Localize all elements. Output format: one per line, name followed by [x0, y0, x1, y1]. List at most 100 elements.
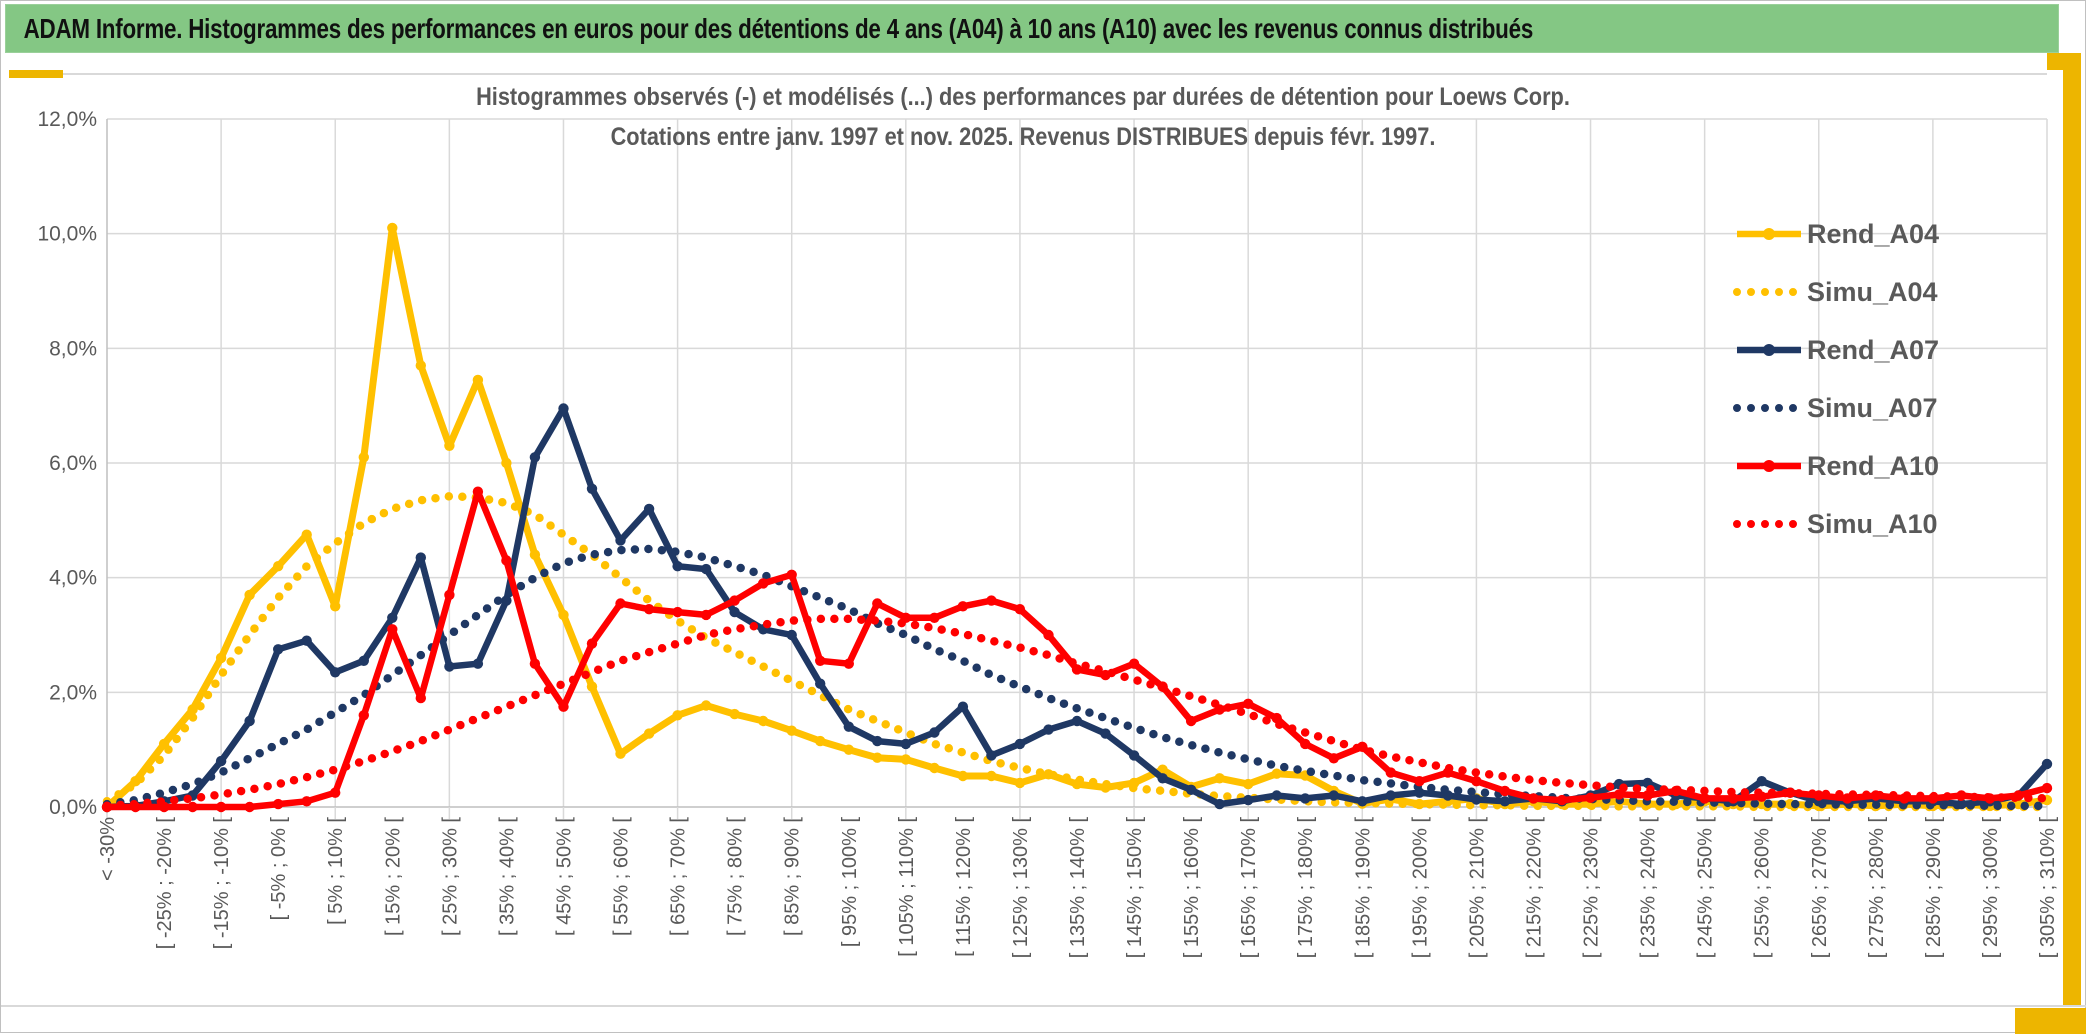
legend-item-Simu_A10[interactable]: Simu_A10	[1733, 509, 1938, 539]
data-point-marker	[1414, 776, 1425, 787]
x-axis-tick-label: [ -5% ; 0% [	[268, 817, 290, 921]
data-point-marker	[700, 700, 712, 711]
x-axis-tick-label: [ 85% ; 90% [	[782, 817, 804, 936]
data-point-marker	[273, 644, 284, 655]
data-point-marker	[815, 655, 826, 666]
data-point-marker	[301, 529, 312, 540]
data-point-marker	[957, 601, 969, 612]
data-point-marker	[1699, 793, 1710, 804]
data-point-marker	[872, 735, 883, 747]
data-point-marker	[215, 801, 227, 813]
bottom-divider	[1, 1005, 2086, 1007]
data-point-marker	[1014, 604, 1026, 615]
data-point-marker	[1014, 738, 1026, 750]
data-point-marker	[529, 452, 541, 463]
legend-item-Simu_A07[interactable]: Simu_A07	[1733, 393, 1938, 423]
horizontal-scrollbar[interactable]	[2015, 1008, 2086, 1034]
x-axis-tick-label: [ 305% ; 310% [	[2037, 817, 2059, 959]
data-point-marker	[672, 710, 683, 721]
data-point-marker	[330, 787, 341, 798]
data-point-marker	[586, 681, 598, 692]
y-axis-tick-label: 0,0%	[49, 796, 97, 819]
x-axis-tick-label: [ -15% ; -10% [	[211, 817, 233, 950]
legend-item-Rend_A04[interactable]: Rend_A04	[1737, 219, 1939, 249]
data-point-marker	[929, 727, 940, 738]
data-point-marker	[387, 612, 398, 623]
data-point-marker	[672, 561, 683, 572]
x-axis-tick-label: [ 175% ; 180% [	[1295, 817, 1317, 959]
data-point-marker	[615, 748, 626, 759]
data-point-marker	[1128, 658, 1140, 669]
data-point-marker	[929, 612, 940, 623]
data-point-marker	[700, 563, 712, 575]
x-axis-tick-label: [ 25% ; 30% [	[439, 817, 461, 936]
data-point-marker	[843, 744, 854, 755]
data-point-marker	[472, 486, 484, 497]
legend-item-Rend_A10[interactable]: Rend_A10	[1737, 451, 1939, 481]
legend-sample-marker	[1763, 228, 1775, 240]
data-point-marker	[501, 457, 512, 469]
series-line-dotted	[102, 492, 2052, 812]
data-point-marker	[957, 770, 969, 782]
data-point-marker	[1499, 785, 1511, 797]
data-point-marker	[1214, 798, 1225, 810]
data-point-marker	[301, 635, 312, 646]
legend-item-Simu_A04[interactable]: Simu_A04	[1733, 277, 1938, 307]
data-point-marker	[815, 678, 826, 689]
x-axis-tick-label: [ 225% ; 230% [	[1581, 817, 1603, 959]
data-point-marker	[415, 692, 426, 704]
data-point-marker	[986, 750, 997, 761]
data-point-marker	[1014, 777, 1026, 789]
data-point-marker	[843, 658, 854, 669]
x-axis-tick-label: [ 55% ; 60% [	[611, 817, 633, 936]
data-point-marker	[786, 629, 797, 641]
data-point-marker	[1185, 784, 1197, 795]
data-point-marker	[215, 652, 227, 664]
data-point-marker	[273, 561, 284, 572]
x-axis-tick-label: [ 205% ; 210% [	[1466, 817, 1488, 959]
x-axis-tick-label: [ 5% ; 10% [	[325, 817, 347, 925]
vertical-scrollbar-top-nub[interactable]	[2047, 53, 2081, 70]
data-point-marker	[1328, 790, 1340, 801]
data-point-marker	[1214, 773, 1225, 784]
x-axis-tick-label: [ 185% ; 190% [	[1352, 817, 1374, 959]
data-point-marker	[1243, 698, 1254, 709]
data-point-marker	[1128, 750, 1140, 761]
x-axis-tick-label: < -30%	[97, 817, 119, 881]
data-point-marker	[301, 796, 312, 807]
y-axis-tick-label: 6,0%	[49, 452, 97, 475]
x-axis-tick-label: [ 65% ; 70% [	[668, 817, 690, 936]
data-point-marker	[558, 609, 569, 621]
y-axis-tick-label: 8,0%	[49, 337, 97, 360]
data-point-marker	[558, 403, 569, 414]
vertical-scrollbar[interactable]	[2063, 70, 2081, 1006]
data-point-marker	[244, 589, 255, 601]
data-point-marker	[187, 801, 198, 813]
x-axis-tick-label: [ -25% ; -20% [	[154, 817, 176, 950]
legend-item-Rend_A07[interactable]: Rend_A07	[1737, 335, 1939, 365]
data-point-marker	[273, 798, 284, 810]
data-point-marker	[643, 728, 655, 739]
data-point-marker	[1471, 794, 1482, 805]
data-point-marker	[358, 452, 369, 463]
data-point-marker	[415, 360, 426, 371]
x-axis-tick-label: [ 45% ; 50% [	[553, 817, 575, 936]
x-axis-tick-label: [ 275% ; 280% [	[1866, 817, 1888, 959]
data-point-marker	[929, 762, 940, 774]
data-point-marker	[786, 725, 797, 736]
x-axis-tick-label: [ 125% ; 130% [	[1010, 817, 1032, 959]
data-point-marker	[586, 638, 598, 649]
legend-label: Simu_A04	[1807, 277, 1938, 307]
x-axis-tick-label: [ 15% ; 20% [	[382, 817, 404, 936]
x-axis-tick-label: [ 215% ; 220% [	[1523, 817, 1545, 959]
x-axis-tick-label: [ 285% ; 290% [	[1923, 817, 1945, 959]
data-point-marker	[986, 595, 997, 606]
data-point-marker	[586, 483, 598, 494]
x-axis-tick-label: [ 245% ; 250% [	[1695, 817, 1717, 959]
data-point-marker	[615, 535, 626, 546]
data-point-marker	[187, 704, 198, 715]
chart-title-line2: Cotations entre janv. 1997 et nov. 2025.…	[610, 123, 1436, 151]
x-axis-tick-label: [ 265% ; 270% [	[1809, 817, 1831, 959]
x-axis-tick-label: [ 295% ; 300% [	[1980, 817, 2002, 959]
legend-label: Simu_A07	[1807, 393, 1938, 423]
